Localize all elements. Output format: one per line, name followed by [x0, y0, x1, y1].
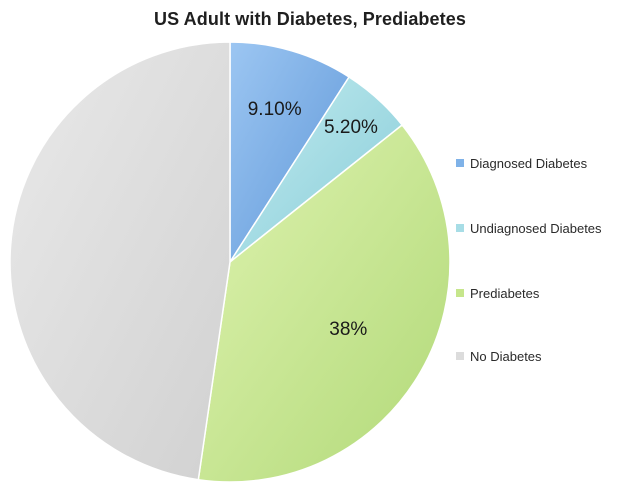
legend-label-diagnosed-diabetes: Diagnosed Diabetes [470, 156, 588, 171]
data-label-undiagnosed-diabetes: 5.20% [324, 117, 378, 138]
legend-item-diagnosed-diabetes: Diagnosed Diabetes [456, 156, 587, 172]
legend-label-no-diabetes: No Diabetes [470, 349, 542, 364]
pie-slice-no-diabetes [9, 41, 231, 481]
legend-swatch-diagnosed-diabetes [456, 159, 464, 167]
legend-item-undiagnosed-diabetes: Undiagnosed Diabetes [456, 221, 602, 237]
legend-label-prediabetes: Prediabetes [470, 286, 540, 301]
pie-slice-diagnosed-diabetes [229, 41, 351, 265]
legend-item-prediabetes: Prediabetes [456, 286, 539, 302]
pie-slice-prediabetes [197, 123, 451, 483]
data-label-prediabetes: 38% [329, 319, 367, 340]
legend-swatch-undiagnosed-diabetes [456, 224, 464, 232]
legend-item-no-diabetes: No Diabetes [456, 349, 542, 365]
legend-swatch-no-diabetes [456, 352, 464, 360]
chart-title: US Adult with Diabetes, Prediabetes [154, 9, 466, 29]
legend-swatch-prediabetes [456, 289, 464, 297]
data-label-diagnosed-diabetes: 9.10% [248, 99, 302, 120]
legend-label-undiagnosed-diabetes: Undiagnosed Diabetes [470, 221, 602, 236]
